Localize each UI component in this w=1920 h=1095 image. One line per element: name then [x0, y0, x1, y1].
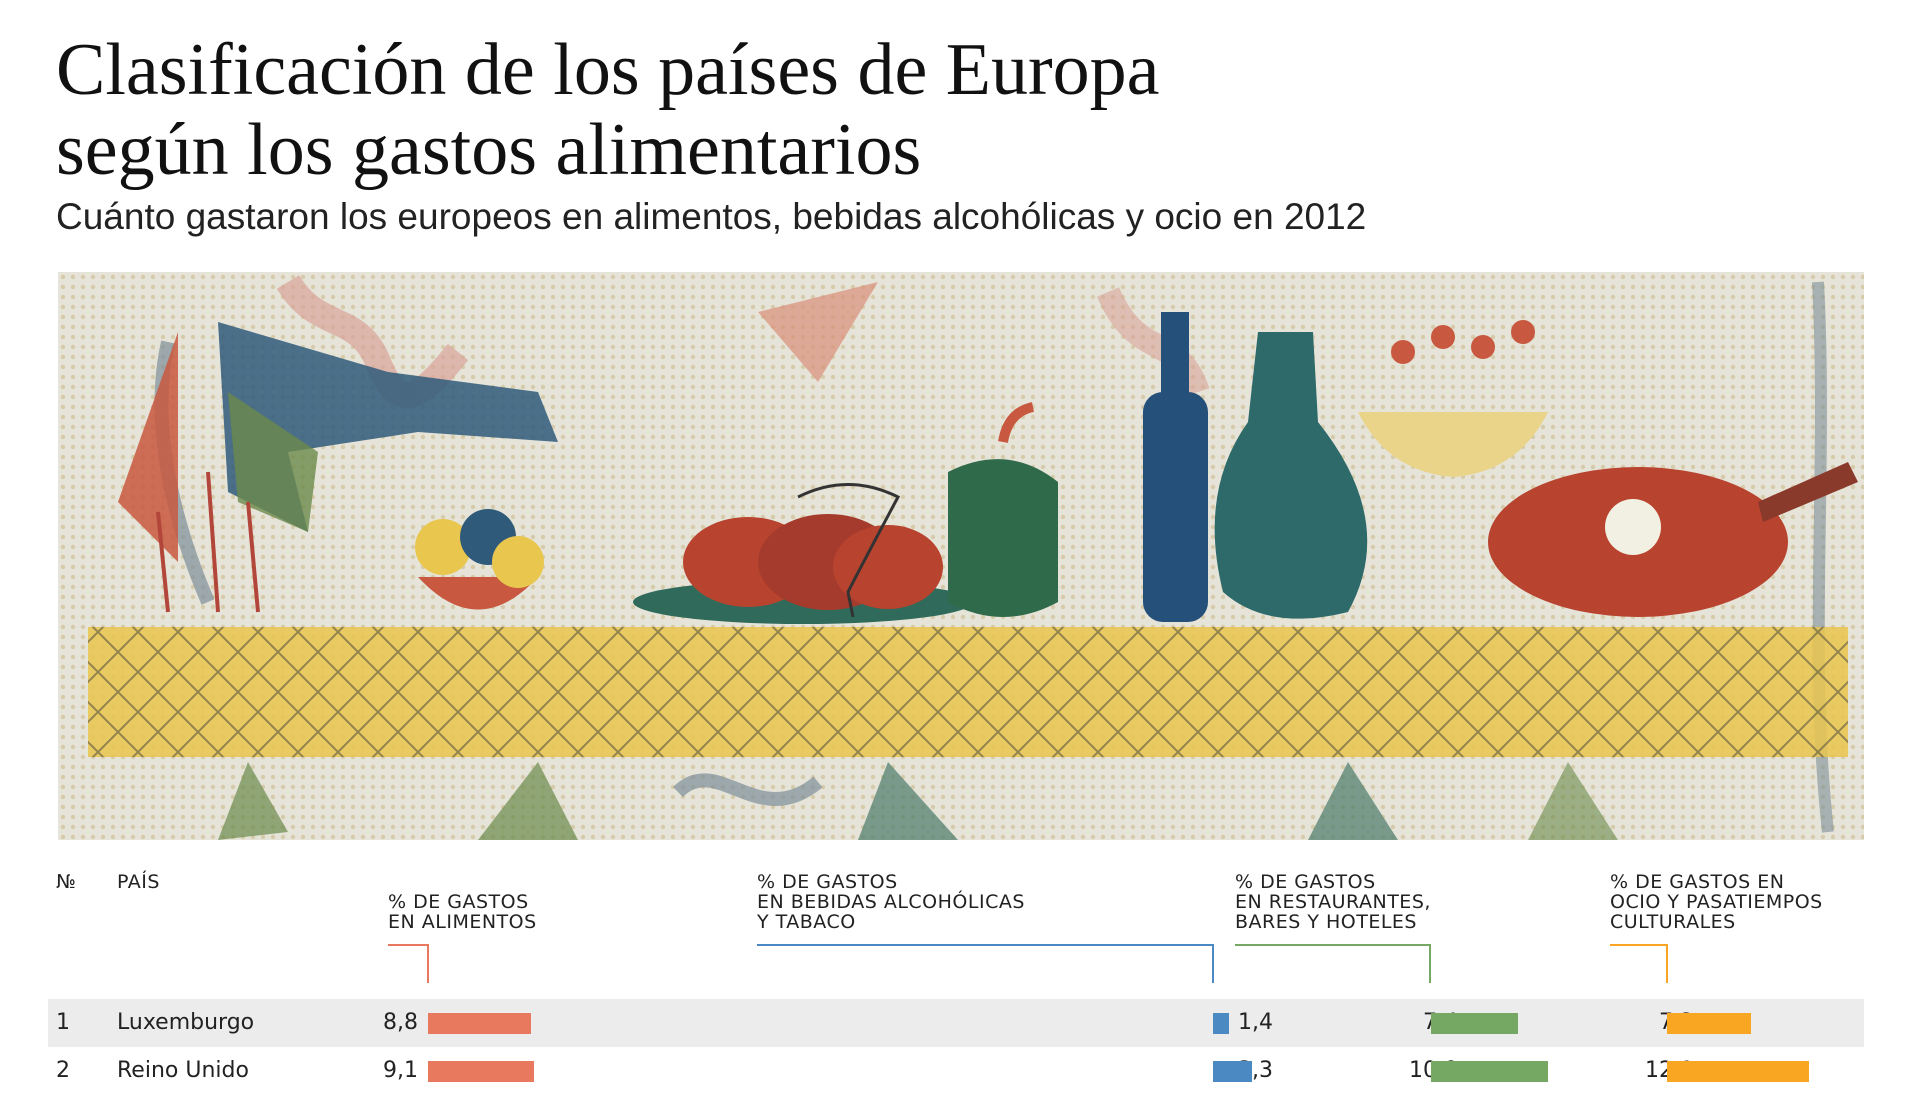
food-bar	[428, 1013, 531, 1034]
rank-cell: 1	[56, 1010, 70, 1035]
header-alcohol: % DE GASTOS EN BEBIDAS ALCOHÓLICAS Y TAB…	[757, 871, 1025, 933]
leisure-bar	[1667, 1013, 1751, 1034]
header-food: % DE GASTOS EN ALIMENTOS	[388, 891, 537, 933]
title-line-1: Clasificación de los países de Europa	[56, 29, 1160, 111]
country-cell: Reino Unido	[117, 1058, 249, 1083]
page-title: Clasificación de los países de Europa se…	[56, 30, 1556, 190]
rank-cell: 2	[56, 1058, 70, 1083]
connector-restaurants	[1235, 944, 1431, 983]
still-life-illustration	[58, 272, 1864, 840]
country-cell: Luxemburgo	[117, 1010, 255, 1035]
connector-alcohol	[757, 944, 1214, 983]
table-row: 1 Luxemburgo 8,8 1,4 7,4 7,2	[48, 999, 1864, 1047]
restaurants-bar	[1431, 1013, 1518, 1034]
food-bar	[428, 1061, 534, 1082]
food-value: 8,8	[383, 1010, 418, 1035]
alcohol-value: 1,4	[1238, 1010, 1273, 1035]
restaurants-bar	[1431, 1061, 1548, 1082]
leisure-bar	[1667, 1061, 1809, 1082]
food-value: 9,1	[383, 1058, 418, 1083]
alcohol-bar	[1213, 1061, 1252, 1082]
connector-food	[388, 944, 429, 983]
header-leisure: % DE GASTOS EN OCIO Y PASATIEMPOS CULTUR…	[1610, 871, 1823, 933]
page-subtitle: Cuánto gastaron los europeos en alimento…	[56, 196, 1367, 237]
table-row: 2 Reino Unido 9,1 3,3 10,0 12,1	[48, 1047, 1864, 1095]
header-country: PAÍS	[117, 871, 160, 893]
connector-leisure	[1610, 944, 1668, 983]
header-rank: №	[56, 871, 77, 893]
alcohol-bar	[1213, 1013, 1229, 1034]
header-restaurants: % DE GASTOS EN RESTAURANTES, BARES Y HOT…	[1235, 871, 1431, 933]
title-line-2: según los gastos alimentarios	[56, 109, 922, 191]
